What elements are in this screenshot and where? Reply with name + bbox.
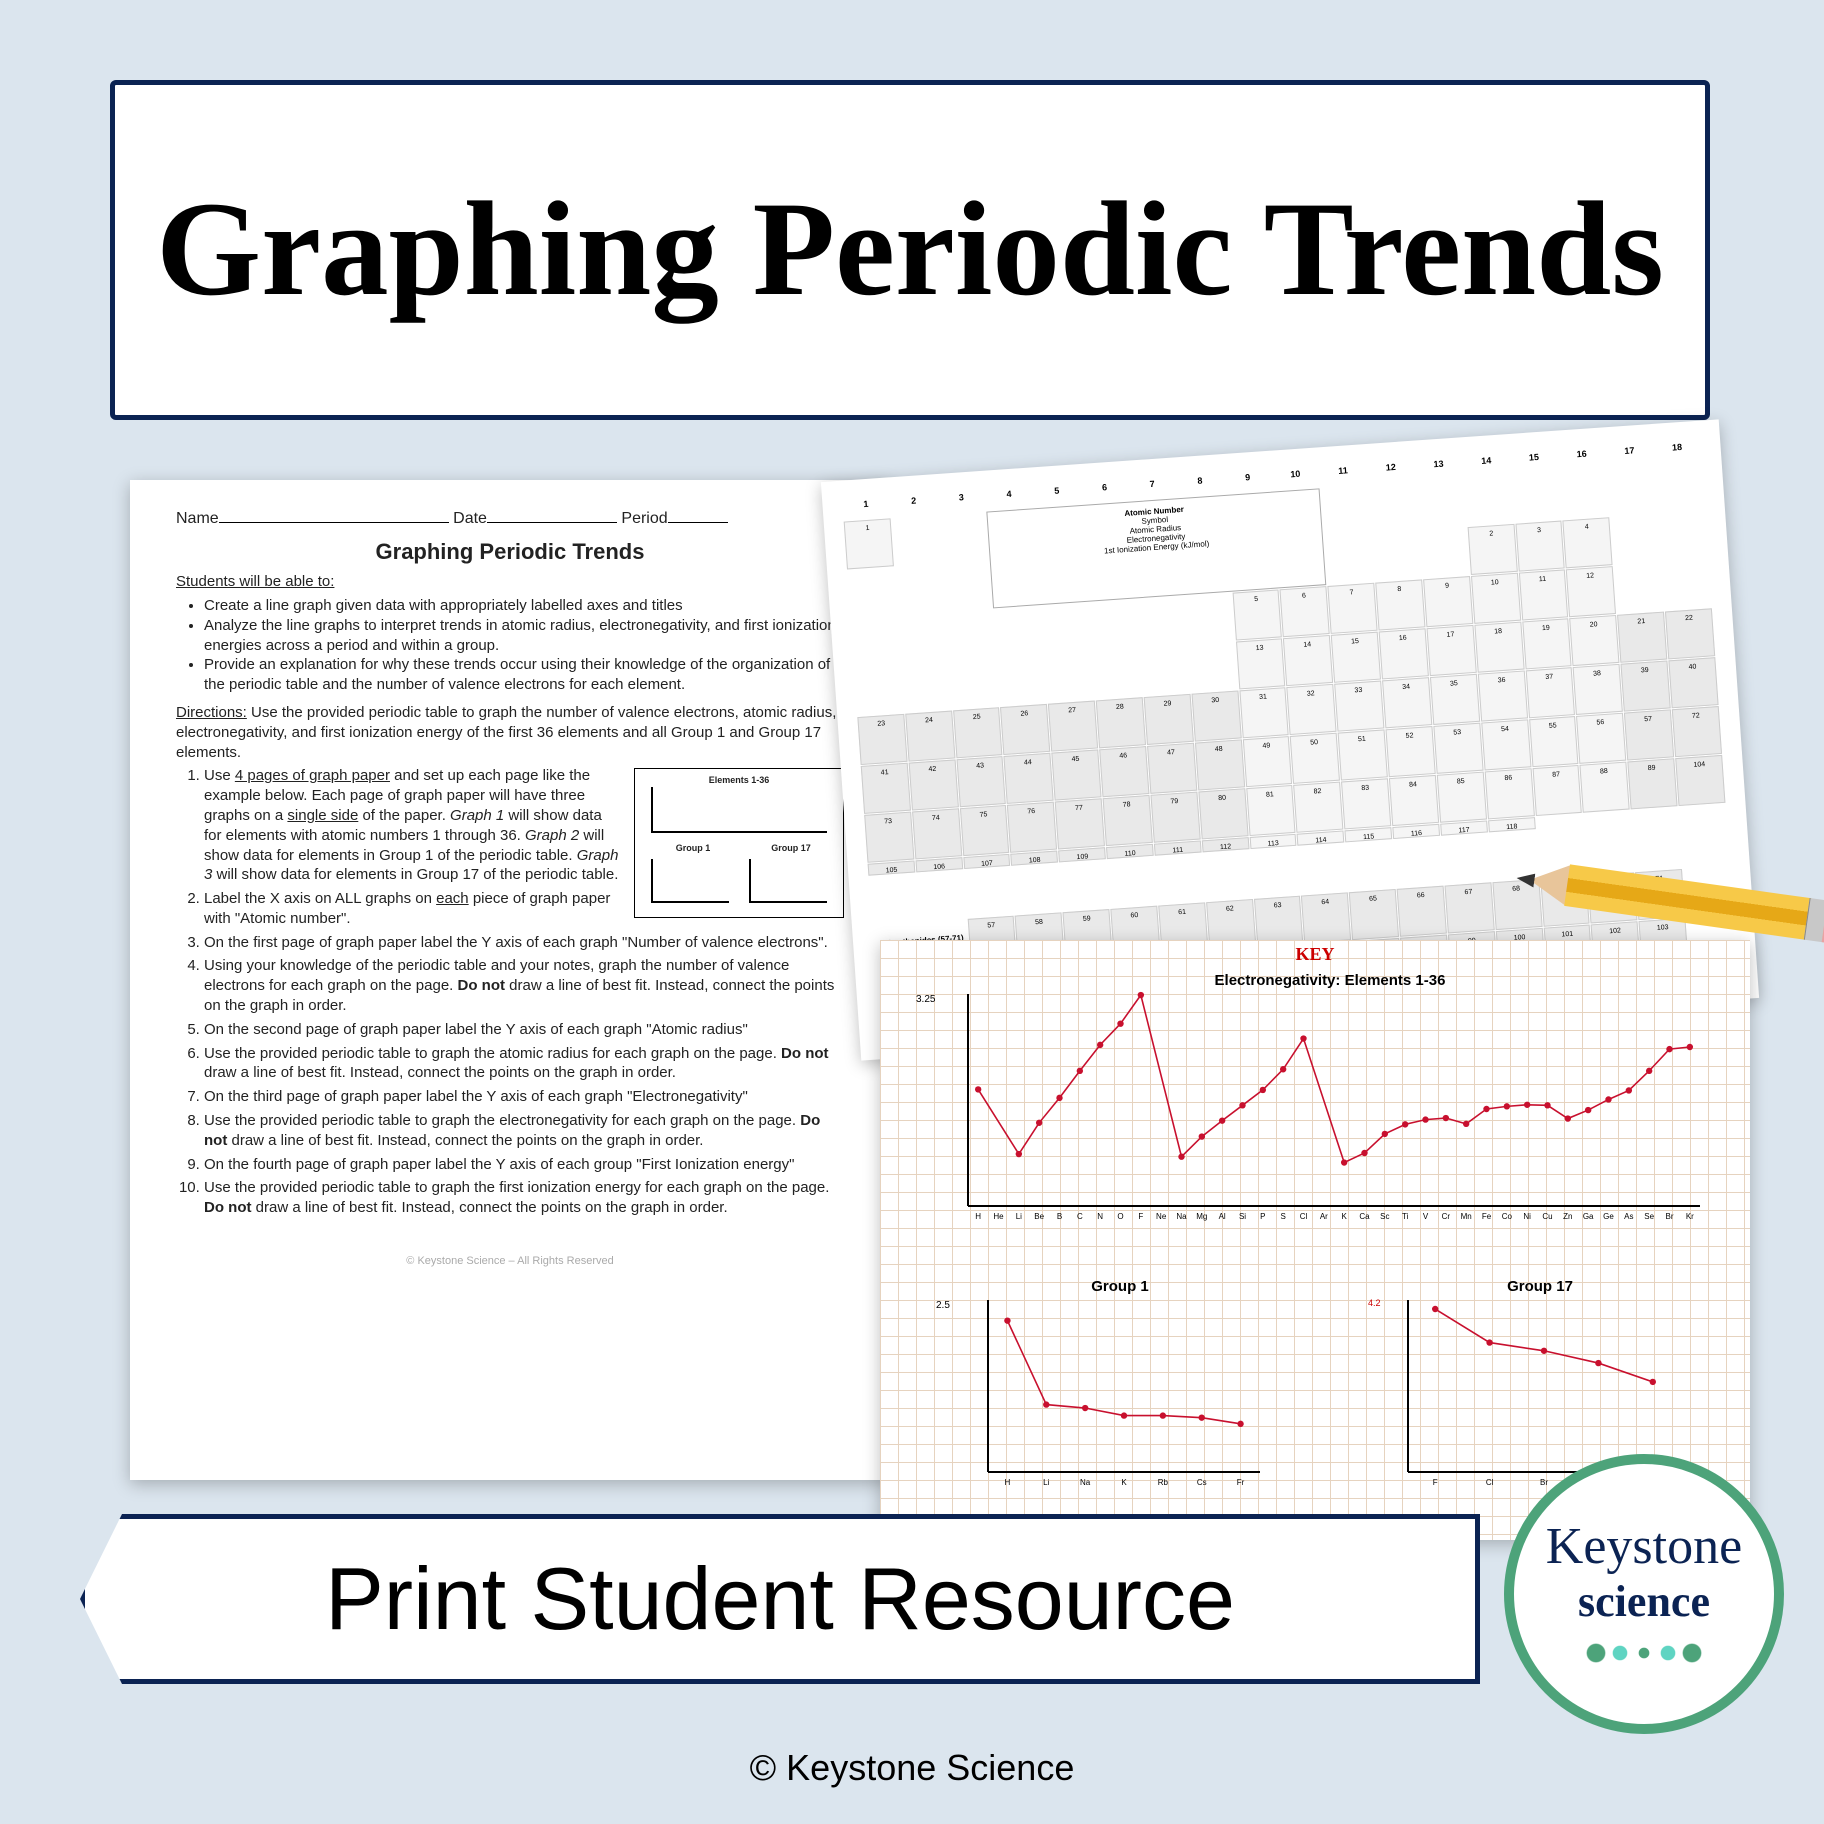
svg-text:N: N — [1097, 1212, 1103, 1221]
svg-text:H: H — [1005, 1478, 1011, 1487]
svg-text:H: H — [975, 1212, 981, 1221]
svg-text:K: K — [1121, 1478, 1127, 1487]
g1-ymax: 2.5 — [936, 1300, 950, 1311]
svg-text:Br: Br — [1540, 1478, 1548, 1487]
svg-text:Br: Br — [1666, 1212, 1674, 1221]
swbat-label: Students will be able to: — [176, 573, 334, 590]
svg-text:Cr: Cr — [1442, 1212, 1451, 1221]
svg-text:F: F — [1433, 1478, 1438, 1487]
main-chart-svg: H He Li Be B C N O F Ne Na Mg Al Si P S Cl Ar K Ca Sc Ti V Cr Mn… — [950, 974, 1710, 1234]
svg-text:As: As — [1624, 1212, 1633, 1221]
mini-g17: Group 17 — [751, 843, 831, 855]
swbat-list: Create a line graph given data with appr… — [204, 596, 844, 695]
dna-icon — [1584, 1635, 1704, 1671]
svg-text:V: V — [1423, 1212, 1429, 1221]
instructions-page: Name Date Period Graphing Periodic Trend… — [130, 480, 890, 1480]
g1-chart-svg: H Li Na K Rb Cs Fr — [970, 1280, 1270, 1500]
svg-text:Ga: Ga — [1583, 1212, 1594, 1221]
svg-text:Ne: Ne — [1156, 1212, 1167, 1221]
page-copyright: © Keystone Science — [0, 1747, 1824, 1789]
svg-text:Na: Na — [1176, 1212, 1187, 1221]
brand-logo: Keystone science — [1504, 1454, 1784, 1734]
footer-text: Print Student Resource — [325, 1548, 1235, 1650]
svg-text:S: S — [1280, 1212, 1285, 1221]
doc-heading: Graphing Periodic Trends — [176, 537, 844, 566]
footer-banner: Print Student Resource — [80, 1514, 1480, 1684]
date-label: Date — [453, 510, 487, 527]
svg-text:Ti: Ti — [1402, 1212, 1409, 1221]
name-label: Name — [176, 510, 219, 527]
layout-diagram: Elements 1-36 Group 1 Group 17 — [634, 768, 844, 918]
svg-text:Mg: Mg — [1196, 1212, 1207, 1221]
directions-label: Directions: — [176, 704, 247, 721]
svg-text:Cu: Cu — [1542, 1212, 1552, 1221]
g17-ymax: 4.2 — [1368, 1298, 1381, 1308]
svg-text:Co: Co — [1502, 1212, 1513, 1221]
page-title: Graphing Periodic Trends — [156, 176, 1664, 325]
svg-text:Fe: Fe — [1482, 1212, 1492, 1221]
svg-text:B: B — [1057, 1212, 1062, 1221]
period-label: Period — [621, 510, 667, 527]
svg-text:Li: Li — [1043, 1478, 1049, 1487]
svg-text:O: O — [1117, 1212, 1123, 1221]
svg-text:P: P — [1260, 1212, 1265, 1221]
svg-text:K: K — [1341, 1212, 1347, 1221]
svg-text:Sc: Sc — [1380, 1212, 1389, 1221]
logo-line2: science — [1578, 1576, 1710, 1627]
group1-chart: Group 1 2.5 HLiNaKRbCsFr — [970, 1280, 1270, 1500]
title-banner: Graphing Periodic Trends — [110, 80, 1710, 420]
svg-text:C: C — [1077, 1212, 1083, 1221]
mini-top: Elements 1-36 — [635, 775, 843, 787]
svg-text:Kr: Kr — [1686, 1212, 1694, 1221]
svg-text:Ni: Ni — [1523, 1212, 1531, 1221]
main-chart: Electronegativity: Elements 1-36 3.25 HH… — [950, 974, 1710, 1234]
svg-text:Mn: Mn — [1461, 1212, 1472, 1221]
doc-header: Name Date Period — [176, 508, 844, 529]
svg-text:Ar: Ar — [1320, 1212, 1328, 1221]
directions-text: Use the provided periodic table to graph… — [176, 704, 836, 761]
svg-text:Zn: Zn — [1563, 1212, 1572, 1221]
svg-text:He: He — [993, 1212, 1004, 1221]
svg-text:Rb: Rb — [1158, 1478, 1169, 1487]
svg-text:Na: Na — [1080, 1478, 1091, 1487]
svg-text:Cl: Cl — [1300, 1212, 1308, 1221]
svg-text:Ge: Ge — [1603, 1212, 1614, 1221]
svg-text:Al: Al — [1219, 1212, 1226, 1221]
svg-text:Se: Se — [1644, 1212, 1654, 1221]
svg-text:Cs: Cs — [1197, 1478, 1207, 1487]
svg-text:F: F — [1138, 1212, 1143, 1221]
logo-line1: Keystone — [1546, 1517, 1742, 1576]
svg-text:Si: Si — [1239, 1212, 1246, 1221]
key-label: KEY — [1295, 944, 1334, 965]
mini-g1: Group 1 — [653, 843, 733, 855]
svg-text:Cl: Cl — [1486, 1478, 1494, 1487]
svg-text:Ca: Ca — [1359, 1212, 1370, 1221]
main-ymax: 3.25 — [916, 994, 935, 1005]
svg-text:Be: Be — [1034, 1212, 1044, 1221]
doc-copyright: © Keystone Science – All Rights Reserved — [176, 1254, 844, 1269]
graph-key-page: KEY Electronegativity: Elements 1-36 3.2… — [880, 940, 1750, 1540]
svg-text:Fr: Fr — [1237, 1478, 1245, 1487]
svg-text:Li: Li — [1016, 1212, 1022, 1221]
